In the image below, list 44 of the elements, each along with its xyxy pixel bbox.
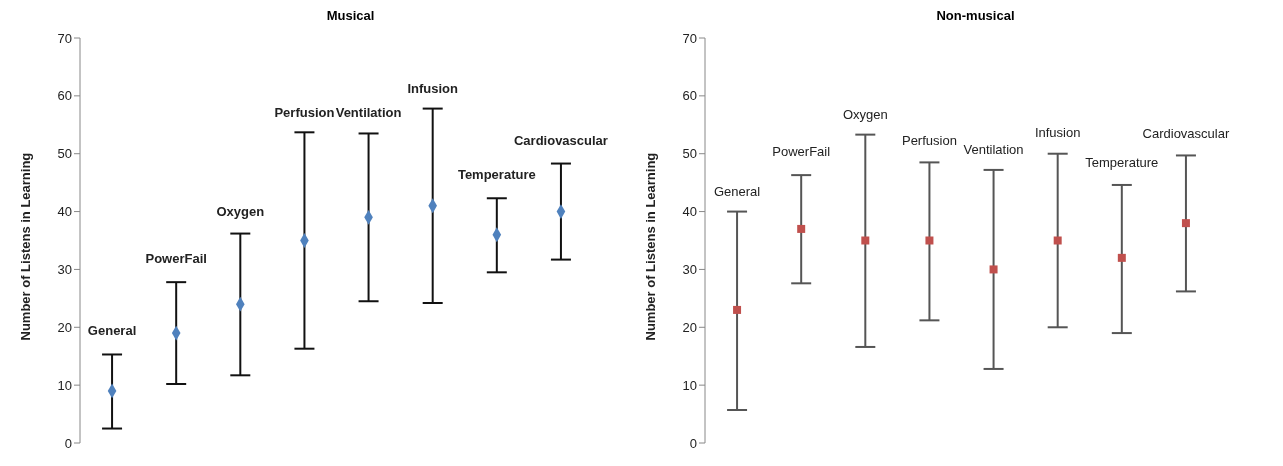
y-tick-label: 60 xyxy=(682,88,697,104)
point xyxy=(989,265,998,274)
y-tick-label: 20 xyxy=(682,319,697,335)
y-tick-label: 40 xyxy=(57,204,72,220)
y-axis-title: Number of Listens in Learning xyxy=(17,152,33,341)
y-axis-title: Number of Listens in Learning xyxy=(642,152,658,341)
x-tick-label: Temperature xyxy=(1085,155,1159,171)
x-tick-label: Cardiovascular xyxy=(513,132,608,148)
x-tick-label: Oxygen xyxy=(842,107,888,123)
y-tick-label: 50 xyxy=(682,146,697,162)
x-tick-label: Ventilation xyxy=(335,104,402,120)
x-tick-label: Ventilation xyxy=(963,142,1024,158)
x-tick-label: Infusion xyxy=(1034,125,1081,141)
y-tick-label: 50 xyxy=(57,146,72,162)
y-tick-label: 0 xyxy=(689,435,697,451)
x-tick-label: Perfusion xyxy=(901,133,957,149)
x-tick-label: Infusion xyxy=(407,80,459,96)
x-tick-label: Perfusion xyxy=(274,104,335,120)
point xyxy=(733,305,742,314)
point xyxy=(797,224,806,233)
point xyxy=(925,236,934,245)
y-tick-label: 30 xyxy=(682,262,697,278)
x-tick-label: General xyxy=(87,322,137,338)
x-tick-label: Cardiovascular xyxy=(1142,125,1230,141)
point xyxy=(1117,253,1126,262)
point xyxy=(1053,236,1062,245)
chart-title: Non-musical xyxy=(935,8,1016,25)
y-tick-label: 0 xyxy=(64,435,72,451)
x-tick-label: Oxygen xyxy=(216,203,265,219)
point xyxy=(1181,219,1190,228)
x-tick-label: Temperature xyxy=(457,166,536,182)
chart-title: Musical xyxy=(325,8,376,25)
point xyxy=(861,236,870,245)
y-tick-label: 70 xyxy=(57,30,72,46)
y-tick-label: 70 xyxy=(682,30,697,46)
y-tick-label: 40 xyxy=(682,204,697,220)
y-tick-label: 10 xyxy=(57,377,72,393)
y-tick-label: 20 xyxy=(57,319,72,335)
y-tick-label: 10 xyxy=(682,377,697,393)
y-tick-label: 60 xyxy=(57,88,72,104)
y-tick-label: 30 xyxy=(57,262,72,278)
x-tick-label: General xyxy=(713,183,761,199)
x-tick-label: PowerFail xyxy=(145,251,207,267)
x-tick-label: PowerFail xyxy=(772,144,831,160)
